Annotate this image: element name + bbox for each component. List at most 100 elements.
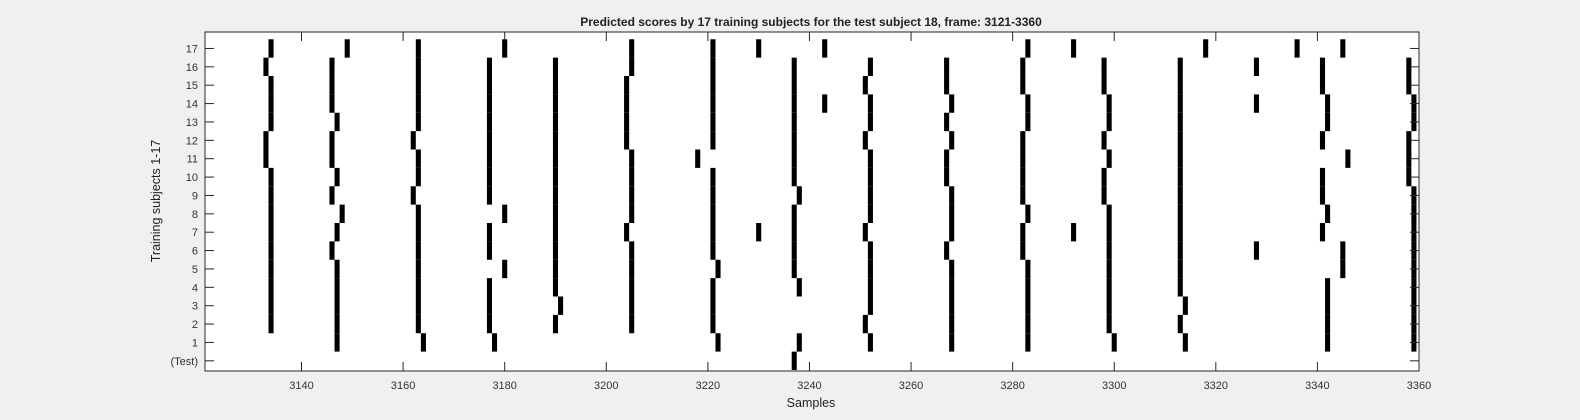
event-mark [486,112,492,132]
event-mark [1106,259,1112,279]
event-mark [822,39,828,58]
event-mark [944,76,950,95]
x-tick-label: 3320 [1204,380,1228,392]
event-mark [710,131,716,150]
event-mark [552,241,559,260]
event-mark [1177,57,1183,77]
event-mark [862,131,868,150]
x-tick-label: 3240 [797,380,821,392]
event-mark [629,39,635,58]
event-mark [867,57,873,77]
event-mark [334,314,340,334]
event-mark [329,94,335,113]
event-mark [1340,259,1346,279]
event-mark [552,314,559,334]
event-mark [791,223,797,242]
event-mark [624,112,630,132]
event-mark [486,167,492,187]
event-mark [415,241,421,260]
event-mark [695,149,701,168]
event-mark [410,186,416,205]
event-mark [1325,314,1331,334]
event-mark [1319,186,1326,205]
y-tick-label: 7 [192,227,198,239]
event-mark [1319,57,1326,77]
event-mark [1106,204,1112,223]
event-mark [486,76,492,95]
event-mark [268,112,274,132]
event-mark [1020,76,1026,95]
event-mark [1177,259,1183,279]
x-tick-label: 3300 [1102,380,1126,392]
event-mark [1319,167,1326,187]
event-mark [552,76,559,95]
event-mark [334,259,340,279]
event-mark [415,223,421,242]
event-mark [1177,241,1183,260]
event-mark [1177,76,1183,95]
x-tick-label: 3140 [289,380,313,392]
event-mark [415,57,421,77]
event-mark [791,204,797,223]
event-mark [629,296,635,315]
event-mark [268,223,274,242]
event-mark [502,39,508,58]
event-mark [1025,314,1031,334]
event-mark [558,296,564,315]
event-mark [329,149,335,168]
event-mark [867,333,873,352]
event-mark [710,76,716,95]
event-mark [329,241,335,260]
event-mark [1177,278,1183,297]
event-mark [710,112,716,132]
event-mark [867,94,873,113]
event-mark [334,278,340,297]
event-mark [339,204,345,223]
event-mark [552,131,559,150]
event-mark [791,259,797,279]
event-mark [486,296,492,315]
event-mark [268,241,274,260]
event-mark [1101,76,1107,95]
event-mark [1106,241,1112,260]
event-mark [629,149,635,168]
event-mark [268,296,274,315]
event-mark [552,167,559,187]
event-mark [1020,241,1026,260]
event-mark [268,204,274,223]
event-mark [710,94,716,113]
event-mark [486,131,492,150]
event-mark [1101,57,1107,77]
event-mark [791,131,797,150]
x-tick-label: 3180 [492,380,516,392]
event-mark [1319,76,1326,95]
event-mark [415,94,421,113]
event-mark [1106,278,1112,297]
event-mark [1025,39,1031,58]
event-mark [822,94,828,113]
event-mark [867,149,873,168]
event-mark [1319,131,1326,150]
event-mark [1406,131,1412,150]
event-mark [1106,94,1112,113]
event-mark [710,186,716,205]
event-mark [867,186,873,205]
event-mark [1101,167,1107,187]
event-mark [796,333,802,352]
event-mark [862,223,868,242]
event-mark [1025,259,1031,279]
event-mark [552,57,559,77]
event-mark [1101,186,1107,205]
y-tick-label: 17 [186,43,198,55]
event-mark [1253,57,1259,77]
plot-area [205,32,1419,371]
event-mark [268,259,274,279]
event-mark [791,76,797,95]
y-tick-label: 14 [186,99,198,111]
event-mark [334,296,340,315]
x-tick-label: 3360 [1407,380,1431,392]
event-mark [1325,333,1331,352]
event-mark [415,76,421,95]
event-mark [710,223,716,242]
